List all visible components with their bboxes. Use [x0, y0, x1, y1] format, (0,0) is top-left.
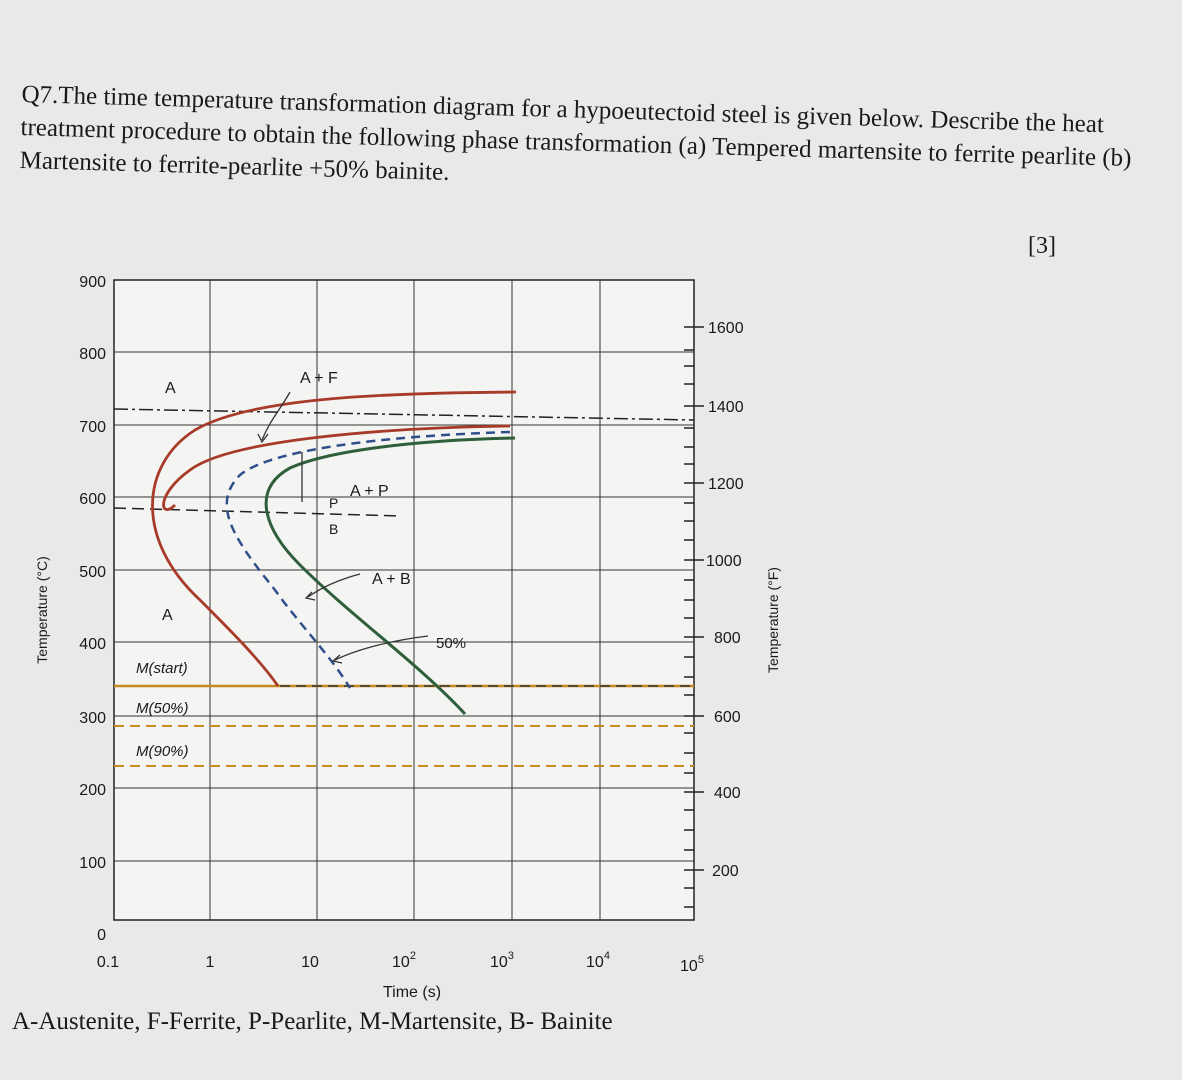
fahrenheit-ticks	[684, 326, 704, 908]
fahrenheit-tick-labels: 1600 1400 1200 1000 800 600 400 200	[706, 320, 744, 880]
svg-text:200: 200	[79, 782, 106, 799]
svg-text:500: 500	[79, 564, 106, 581]
svg-text:800: 800	[79, 346, 106, 363]
fifty-percent-curve-dashed	[225, 430, 511, 689]
svg-text:800: 800	[714, 630, 741, 647]
label-ap: A + P	[350, 483, 389, 500]
label-a-upper: A	[165, 380, 176, 397]
xtick-2: 10	[301, 954, 319, 971]
svg-text:300: 300	[79, 710, 106, 727]
svg-text:600: 600	[714, 709, 741, 726]
svg-text:200: 200	[712, 863, 739, 880]
vertical-gridlines	[209, 280, 601, 920]
label-m-90: M(90%)	[136, 743, 189, 760]
xtick-4: 103	[490, 950, 514, 971]
label-fifty-percent: 50%	[436, 635, 466, 652]
marks-label: [3]	[1028, 233, 1056, 259]
svg-text:1600: 1600	[708, 320, 744, 337]
svg-text:0: 0	[97, 927, 106, 944]
annotation-arrows	[257, 391, 429, 664]
label-a-lower: A	[162, 607, 173, 624]
label-ab: A + B	[372, 571, 411, 588]
time-tick-labels: 0.1 1 10 102 103 104 105	[97, 950, 704, 975]
y-axis-title-right: Temperature (°F)	[765, 567, 781, 673]
svg-text:100: 100	[79, 855, 106, 872]
svg-text:1000: 1000	[706, 553, 742, 570]
start-curve-red	[151, 390, 517, 687]
xtick-0: 0.1	[97, 954, 119, 971]
xtick-1: 1	[206, 954, 215, 971]
y-axis-title-left: Temperature (°C)	[34, 556, 50, 664]
xtick-3: 102	[392, 950, 416, 971]
svg-text:400: 400	[79, 636, 106, 653]
svg-text:400: 400	[714, 785, 741, 802]
legend-caption: A-Austenite, F-Ferrite, P-Pearlite, M-Ma…	[12, 1008, 613, 1035]
svg-text:600: 600	[79, 491, 106, 508]
plot-frame	[113, 279, 695, 921]
a3-line	[113, 408, 695, 421]
x-axis-title: Time (s)	[383, 984, 441, 1001]
label-m-50: M(50%)	[136, 700, 189, 717]
label-m-start: M(start)	[136, 660, 188, 677]
label-af: A + F	[300, 370, 338, 387]
svg-text:900: 900	[79, 274, 106, 291]
xtick-5: 104	[586, 950, 610, 971]
svg-text:1200: 1200	[708, 476, 744, 493]
svg-text:700: 700	[79, 419, 106, 436]
svg-text:1400: 1400	[708, 399, 744, 416]
pearlite-bainite-divider	[113, 507, 401, 517]
region-labels: A A A + F A + P P B A + B 50% M(start) M…	[136, 370, 466, 760]
celsius-tick-labels: 900 800 700 600 500 400 300 200 100 0	[79, 274, 106, 944]
label-p: P	[329, 495, 338, 511]
xtick-6: 105	[680, 954, 704, 975]
ferrite-start-curve	[162, 424, 511, 511]
horizontal-gridlines	[114, 351, 694, 862]
label-b: B	[329, 521, 338, 537]
